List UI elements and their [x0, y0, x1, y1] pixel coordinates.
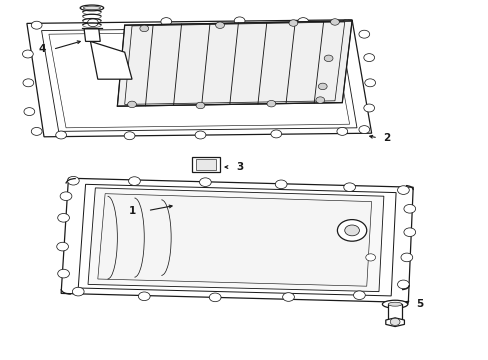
- Circle shape: [24, 108, 35, 116]
- Circle shape: [341, 19, 352, 27]
- Circle shape: [87, 19, 98, 27]
- Circle shape: [363, 104, 374, 112]
- Circle shape: [195, 131, 205, 139]
- Polygon shape: [90, 41, 132, 79]
- Circle shape: [22, 50, 33, 58]
- Circle shape: [209, 293, 221, 302]
- Circle shape: [31, 21, 42, 29]
- Circle shape: [397, 186, 408, 194]
- Polygon shape: [61, 178, 412, 302]
- Circle shape: [282, 293, 294, 301]
- Circle shape: [23, 79, 34, 87]
- Circle shape: [72, 287, 84, 296]
- Circle shape: [199, 178, 211, 186]
- Circle shape: [337, 220, 366, 241]
- Ellipse shape: [382, 300, 407, 308]
- Text: 3: 3: [236, 162, 243, 172]
- Circle shape: [365, 254, 375, 261]
- Circle shape: [403, 204, 415, 213]
- Polygon shape: [117, 21, 351, 106]
- FancyBboxPatch shape: [195, 159, 216, 170]
- Circle shape: [58, 213, 69, 222]
- Circle shape: [353, 291, 365, 300]
- Text: 2: 2: [382, 133, 389, 143]
- Circle shape: [234, 17, 244, 25]
- Circle shape: [389, 318, 399, 325]
- Circle shape: [400, 253, 412, 262]
- Circle shape: [128, 177, 140, 185]
- Circle shape: [266, 100, 275, 107]
- Polygon shape: [98, 194, 371, 286]
- Circle shape: [138, 292, 150, 301]
- Circle shape: [56, 131, 66, 139]
- Polygon shape: [88, 188, 383, 292]
- Circle shape: [358, 30, 369, 38]
- Circle shape: [315, 97, 324, 103]
- Circle shape: [344, 225, 359, 236]
- Polygon shape: [27, 20, 371, 137]
- Text: 5: 5: [415, 299, 422, 309]
- Circle shape: [343, 183, 355, 192]
- Polygon shape: [385, 318, 404, 327]
- Circle shape: [31, 127, 42, 135]
- Circle shape: [330, 19, 339, 25]
- Circle shape: [270, 130, 281, 138]
- Ellipse shape: [83, 6, 101, 10]
- Circle shape: [57, 242, 68, 251]
- Text: 1: 1: [128, 206, 135, 216]
- Circle shape: [288, 20, 297, 26]
- Circle shape: [403, 228, 415, 237]
- Circle shape: [397, 280, 408, 289]
- Ellipse shape: [80, 5, 103, 11]
- Text: 4: 4: [38, 44, 46, 54]
- Circle shape: [336, 127, 347, 135]
- Circle shape: [124, 132, 135, 140]
- FancyBboxPatch shape: [192, 157, 219, 172]
- Circle shape: [297, 18, 308, 26]
- Circle shape: [161, 18, 171, 26]
- Circle shape: [127, 101, 136, 108]
- Circle shape: [324, 55, 332, 62]
- Circle shape: [60, 192, 72, 201]
- Polygon shape: [84, 29, 100, 41]
- FancyBboxPatch shape: [387, 304, 401, 321]
- Circle shape: [67, 176, 79, 185]
- Circle shape: [318, 83, 326, 90]
- Circle shape: [358, 126, 369, 134]
- Circle shape: [196, 102, 204, 109]
- Circle shape: [364, 79, 375, 87]
- Circle shape: [363, 54, 374, 62]
- Polygon shape: [78, 184, 395, 296]
- Ellipse shape: [387, 302, 401, 306]
- Circle shape: [275, 180, 286, 189]
- Circle shape: [58, 269, 69, 278]
- Circle shape: [215, 22, 224, 28]
- Circle shape: [140, 25, 148, 32]
